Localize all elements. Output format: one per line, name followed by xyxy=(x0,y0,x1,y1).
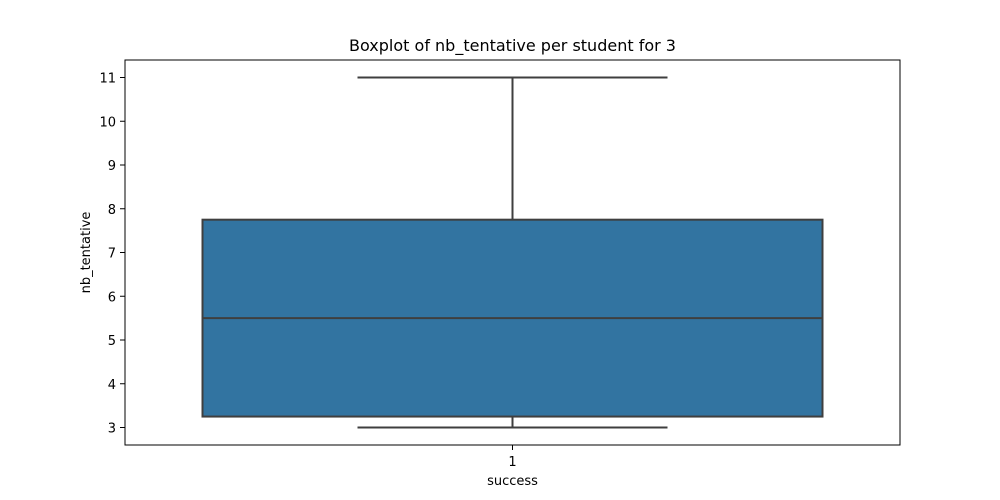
x-tick-label: 1 xyxy=(508,455,516,470)
y-tick-label: 9 xyxy=(108,159,116,174)
y-tick-label: 4 xyxy=(108,378,116,393)
y-tick-label: 5 xyxy=(108,334,116,349)
box-group-1 xyxy=(201,76,824,429)
chart-title: Boxplot of nb_tentative per student for … xyxy=(349,36,676,56)
x-axis-label: success xyxy=(487,474,538,489)
y-tick-label: 7 xyxy=(108,247,116,262)
y-tick-label: 3 xyxy=(108,422,116,437)
plot-area xyxy=(201,76,824,429)
y-tick-label: 10 xyxy=(99,115,116,130)
y-tick-label: 8 xyxy=(108,203,116,218)
y-axis-label: nb_tentative xyxy=(79,212,94,294)
y-tick-label: 6 xyxy=(108,290,116,305)
y-tick-label: 11 xyxy=(99,72,116,87)
